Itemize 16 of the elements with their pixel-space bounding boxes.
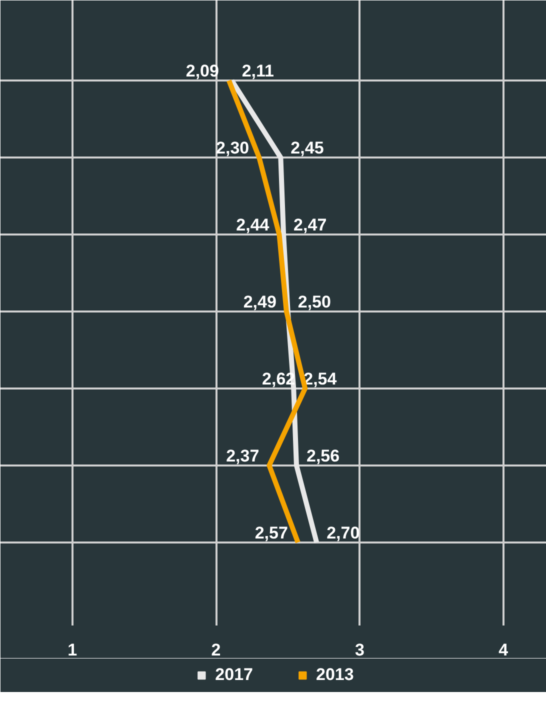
data-label: 2,54 [304, 369, 338, 388]
data-label: 2,47 [294, 215, 327, 234]
data-label: 2,57 [254, 523, 288, 542]
data-label: 2,44 [236, 215, 270, 234]
x-tick-label: 1 [68, 640, 78, 660]
data-label: 2,11 [242, 62, 274, 81]
x-tick-label: 3 [354, 640, 364, 660]
data-label: 2,37 [226, 446, 260, 466]
data-label: 2,56 [306, 446, 340, 466]
legend-label: 2013 [316, 665, 354, 685]
x-tick-label: 2 [211, 640, 221, 660]
data-label: 2,49 [243, 292, 276, 312]
data-label: 2,50 [298, 292, 331, 312]
legend-label: 2017 [215, 665, 253, 685]
x-tick-label: 4 [498, 640, 509, 660]
data-label: 2,45 [290, 138, 324, 158]
